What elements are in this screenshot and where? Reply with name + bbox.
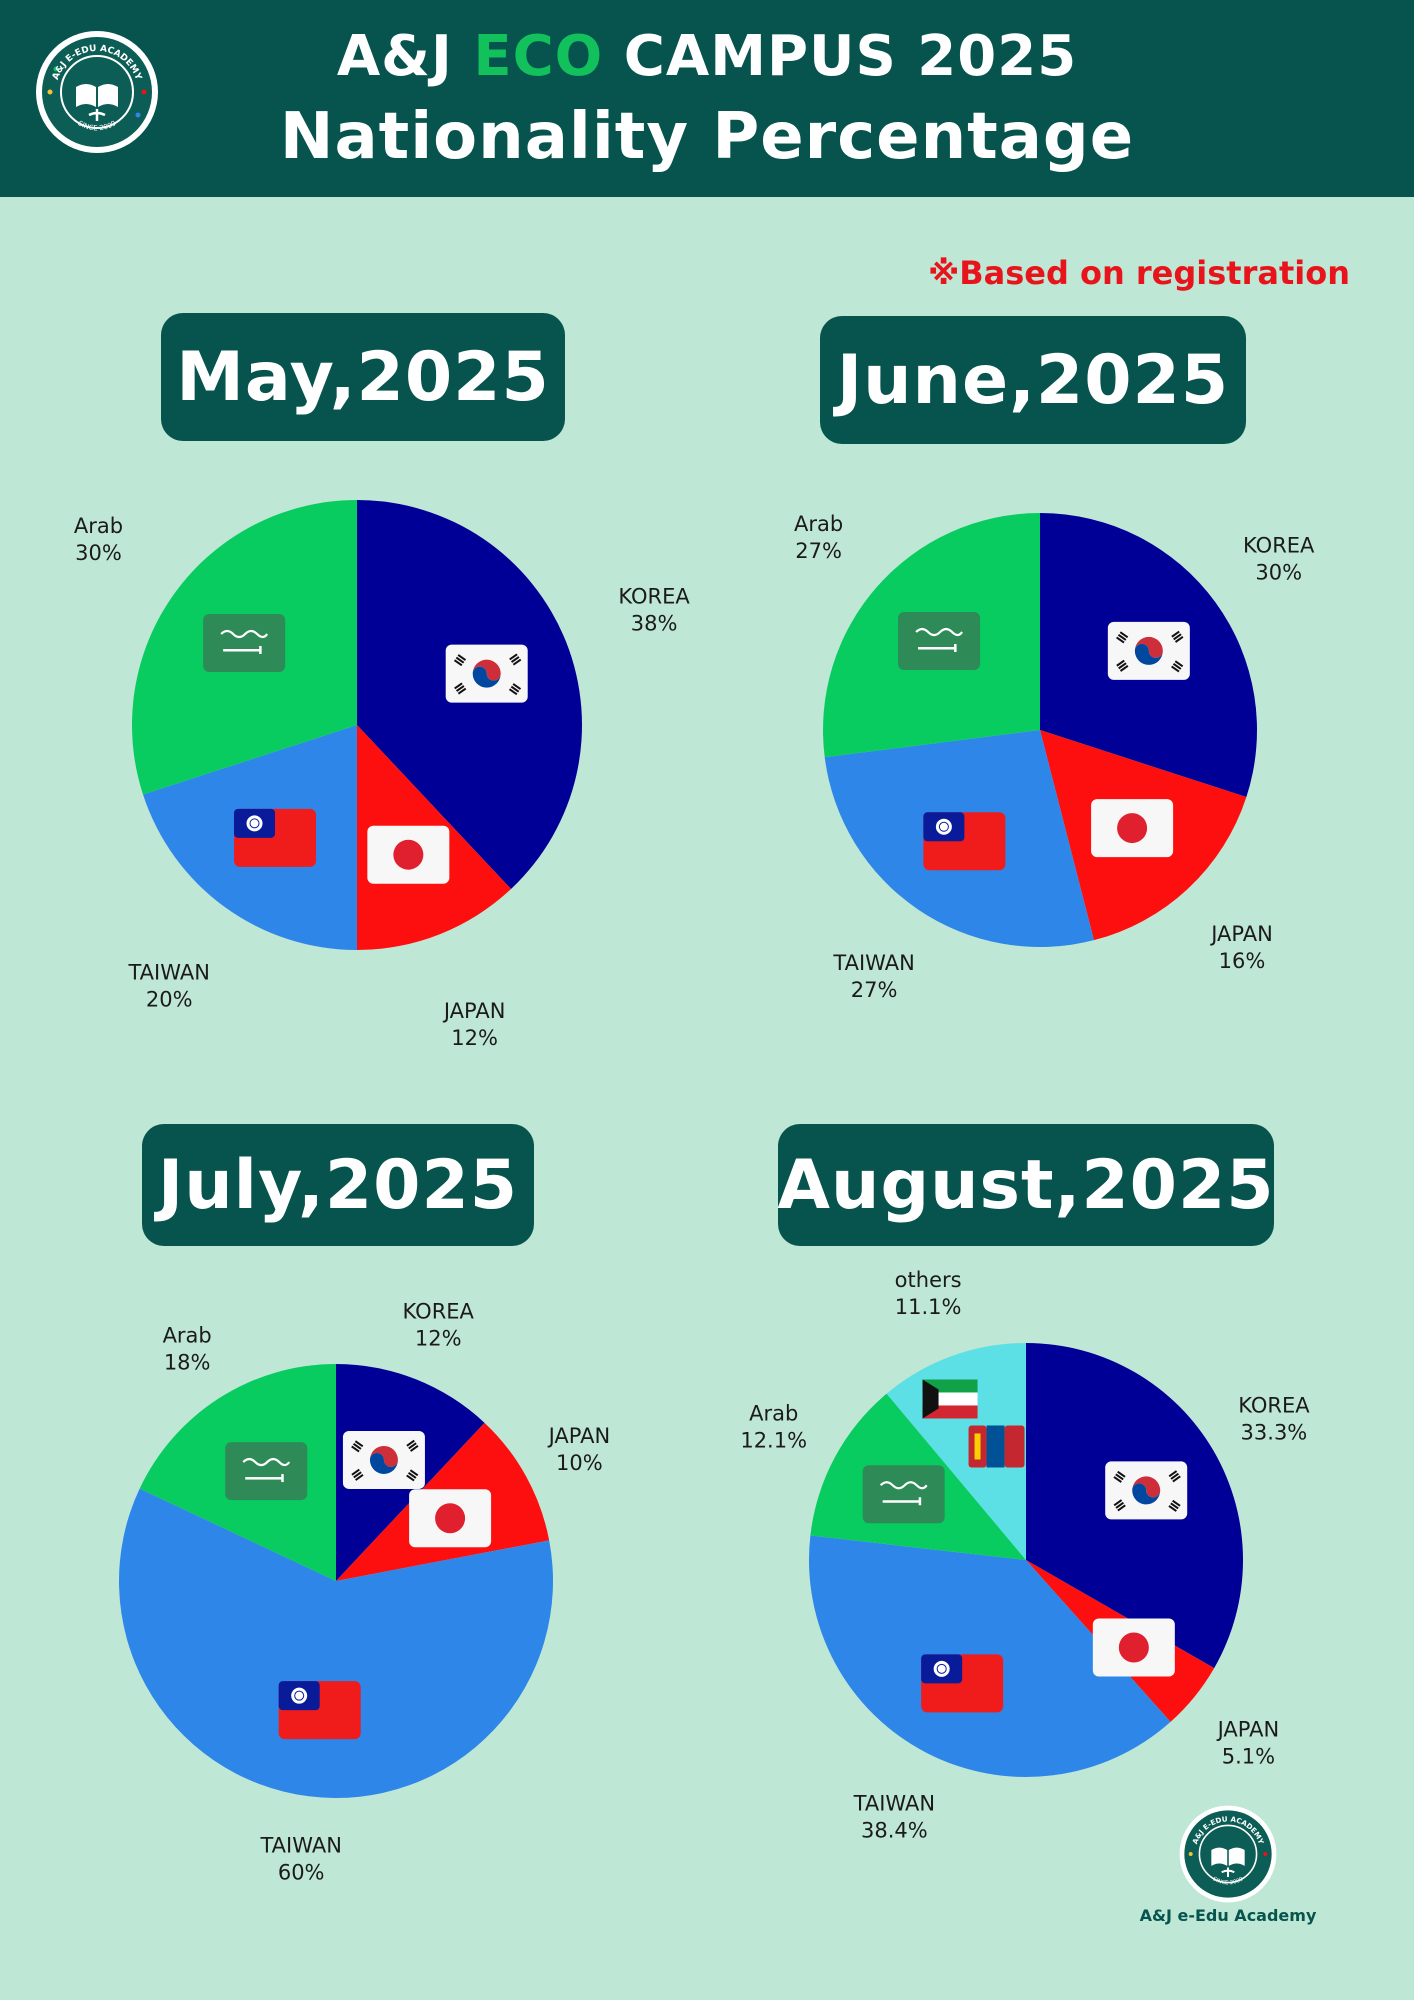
slice-label: KOREA [1238, 1394, 1310, 1418]
slice-value-label: 11.1% [895, 1295, 962, 1319]
slice-label: TAIWAN [259, 1834, 341, 1858]
kuwait-flag-icon [922, 1379, 978, 1419]
slice-label: JAPAN [442, 999, 506, 1023]
slice-label: Arab [163, 1323, 212, 1347]
saudi-flag-icon [203, 614, 286, 673]
slice-value-label: 30% [75, 541, 122, 565]
japan-flag-icon [367, 825, 450, 884]
korea-flag-icon [1105, 1461, 1188, 1520]
pie-chart-3 [809, 1343, 1243, 1777]
korea-flag-icon [342, 1430, 425, 1489]
slice-label: TAIWAN [853, 1791, 935, 1815]
slice-label: others [895, 1268, 962, 1292]
slice-value-label: 27% [795, 539, 842, 563]
japan-flag-icon [409, 1489, 492, 1548]
title-suffix: CAMPUS 2025 [603, 24, 1078, 89]
slice-label: Arab [74, 514, 123, 538]
saudi-flag-icon [862, 1465, 945, 1524]
pie-chart-0 [131, 500, 582, 950]
pie-slice-taiwan [119, 1488, 553, 1799]
korea-flag-icon [445, 644, 528, 703]
taiwan-flag-icon [923, 812, 1006, 871]
slice-value-label: 12% [415, 1327, 462, 1351]
pie-slice-others [886, 1343, 1026, 1560]
taiwan-flag-icon [234, 808, 317, 867]
month-title-may: May,2025 [161, 313, 565, 441]
svg-text:SINCE 2009: SINCE 2009 [76, 119, 117, 132]
slice-value-label: 20% [146, 987, 193, 1011]
svg-text:SINCE 2009: SINCE 2009 [1212, 1876, 1245, 1886]
header-banner: A&J E-EDU ACADEMY SINCE 2009 A&J ECO CAM… [0, 0, 1414, 197]
month-title-august: August,2025 [777, 1124, 1274, 1246]
slice-label: TAIWAN [832, 951, 914, 975]
month-title-july: July,2025 [142, 1124, 534, 1246]
taiwan-flag-icon [921, 1654, 1004, 1713]
slice-label: Arab [749, 1401, 798, 1425]
japan-flag-icon [1091, 799, 1174, 858]
slice-label: JAPAN [1209, 922, 1273, 946]
japan-flag-icon [1092, 1618, 1175, 1677]
slice-label: JAPAN [547, 1424, 611, 1448]
slice-value-label: 33.3% [1241, 1421, 1308, 1445]
footer-logo-icon: A&J E-EDU ACADEMY SINCE 2009 [1179, 1805, 1277, 1903]
saudi-flag-icon [898, 612, 981, 671]
slice-value-label: 30% [1255, 561, 1302, 585]
academy-logo-icon: A&J E-EDU ACADEMY SINCE 2009 [36, 31, 158, 153]
slice-label: TAIWAN [127, 960, 209, 984]
slice-value-label: 5.1% [1222, 1744, 1275, 1768]
slice-label: KOREA [1243, 534, 1315, 558]
slice-label: Arab [794, 512, 843, 536]
slice-value-label: 12% [451, 1026, 498, 1050]
footer-brand: A&J e-Edu Academy [1139, 1906, 1317, 1925]
pie-chart-1 [822, 513, 1258, 948]
month-title-june: June,2025 [820, 316, 1246, 444]
slice-value-label: 38.4% [861, 1818, 928, 1842]
saudi-flag-icon [225, 1442, 308, 1501]
slice-value-label: 18% [164, 1350, 211, 1374]
slice-value-label: 10% [556, 1451, 603, 1475]
slice-value-label: 16% [1219, 949, 1266, 973]
page-title: A&J ECO CAMPUS 2025 [0, 24, 1414, 89]
slice-value-label: 12.1% [740, 1428, 807, 1452]
taiwan-flag-icon [278, 1681, 361, 1740]
mongolia-flag-icon [968, 1425, 1025, 1468]
slice-value-label: 60% [278, 1861, 325, 1885]
page-subtitle: Nationality Percentage [279, 100, 1135, 174]
title-prefix: A&J [336, 24, 474, 89]
logo-bottom-text: SINCE 2009 [76, 119, 117, 132]
slice-value-label: 27% [851, 978, 898, 1002]
title-accent: ECO [473, 24, 604, 89]
slice-label: KOREA [403, 1300, 475, 1324]
slice-value-label: 38% [631, 611, 678, 635]
footer-logo-bottom-text: SINCE 2009 [1212, 1876, 1245, 1886]
slice-label: JAPAN [1216, 1717, 1280, 1741]
korea-flag-icon [1107, 621, 1190, 680]
slice-label: KOREA [618, 584, 690, 608]
registration-note: ※Based on registration [928, 254, 1350, 292]
